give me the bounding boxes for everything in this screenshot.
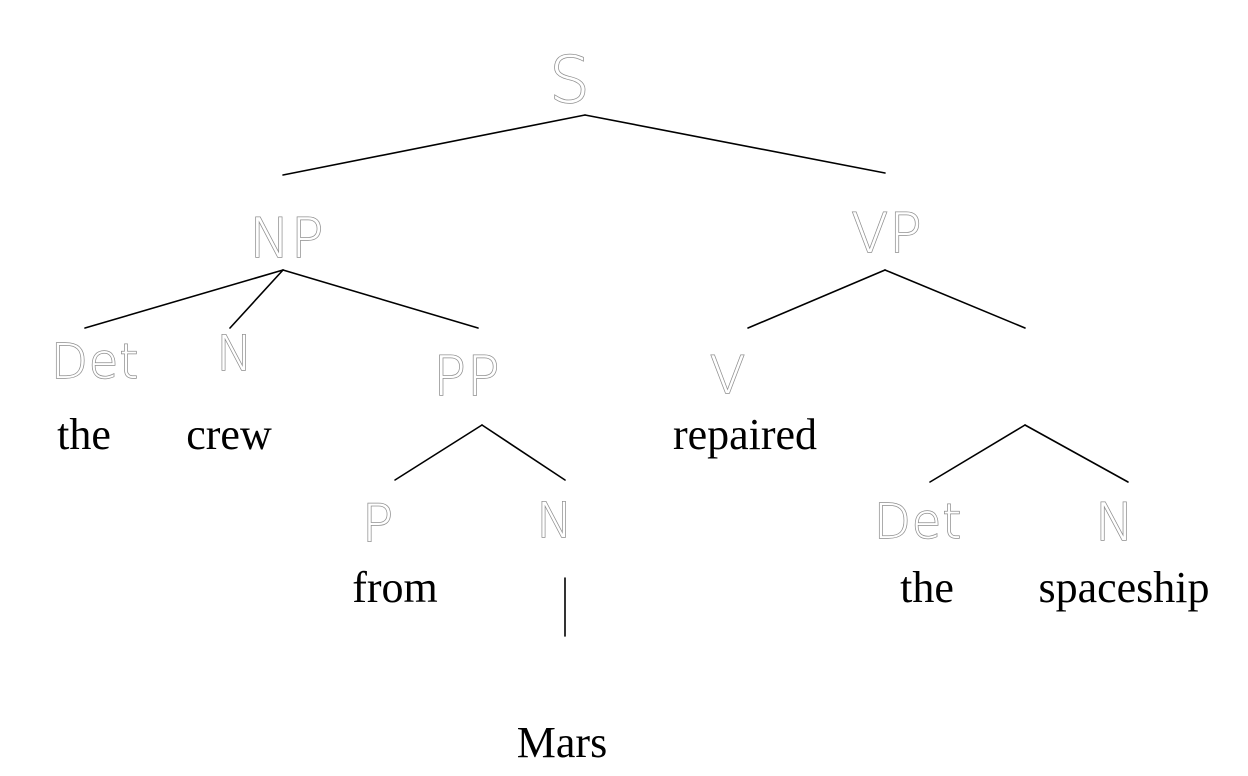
node-label-n-pp: N [537,493,574,549]
word-repaired: repaired [673,410,817,459]
edge-s-vp [584,114,886,174]
node-label-np: NP [250,207,325,270]
word-the-object: the [900,563,954,612]
node-label-n-subject: N [217,326,254,382]
edge-vp-object-np [884,269,1026,329]
word-spaceship: spaceship [1038,563,1209,612]
edge-pp-p [394,424,483,481]
node-label-p: P [362,494,394,554]
edge-np-det [84,269,284,329]
edge-objnp-n [1024,424,1129,483]
edge-s-np [282,114,586,176]
edge-vp-v [747,269,886,329]
terminal-words: the crew repaired from the spaceship Mar… [57,410,1209,767]
word-mars: Mars [517,718,607,767]
node-label-det-object: Det [874,494,962,550]
word-crew: crew [186,410,272,459]
edge-np-n [229,269,284,329]
node-label-det-subject: Det [51,334,139,390]
word-the-subject: the [57,410,111,459]
node-label-pp: PP [433,345,500,408]
edge-np-pp [282,269,479,329]
edge-pp-n [481,424,566,481]
node-label-n-object: N [1095,493,1135,553]
node-label-s: S [549,44,591,118]
word-from: from [352,563,438,612]
category-labels: S NP VP Det N PP V P N Det N [50,43,1135,555]
node-label-vp: VP [851,202,923,265]
node-label-v: V [710,346,747,406]
tree-edges [84,114,1129,637]
edge-objnp-det [929,424,1026,483]
